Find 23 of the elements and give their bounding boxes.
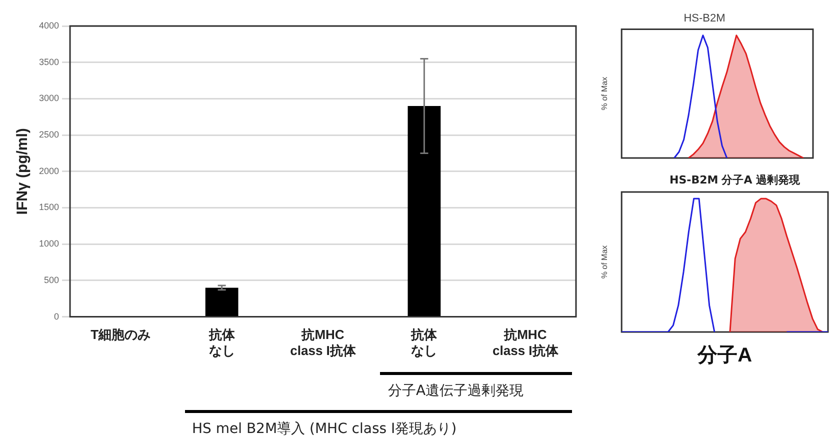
y-axis-title: % of Max (600, 76, 610, 110)
x-tick-label: 抗MHC class I抗体 (290, 327, 357, 358)
y-tick-label: 3500 (38, 56, 60, 67)
y-tick-label: 0 (54, 311, 60, 322)
y-tick-label: 2000 (38, 166, 60, 176)
y-tick-label: 4000 (38, 20, 60, 30)
text: HS mel B2M導入 (MHC class I発現あり) (192, 420, 457, 438)
y-tick-label: 3000 (38, 93, 60, 104)
series-label: 分子A 過剰発現 (720, 173, 802, 186)
series-label: HS-B2M (669, 173, 718, 186)
y-tick-label: 1000 (38, 238, 60, 249)
x-axis-title: 分子A (696, 344, 752, 367)
text: 分子A遺伝子過剰発現 (388, 382, 524, 400)
chart-title: HS-B2M (684, 12, 726, 25)
y-tick-label: 2500 (38, 130, 60, 140)
x-tick-label: 抗体なし (410, 327, 438, 358)
x-tick-label: T細胞のみ (90, 327, 151, 342)
y-tick-label: 1500 (38, 202, 60, 212)
y-axis-title: % of Max (600, 245, 610, 279)
y-tick-label: 500 (44, 274, 60, 285)
x-tick-label: 抗MHC class I抗体 (492, 327, 560, 358)
y-axis-title: IFNγ (pg/ml) (14, 128, 32, 215)
x-tick-label: 抗体なし (208, 327, 236, 358)
